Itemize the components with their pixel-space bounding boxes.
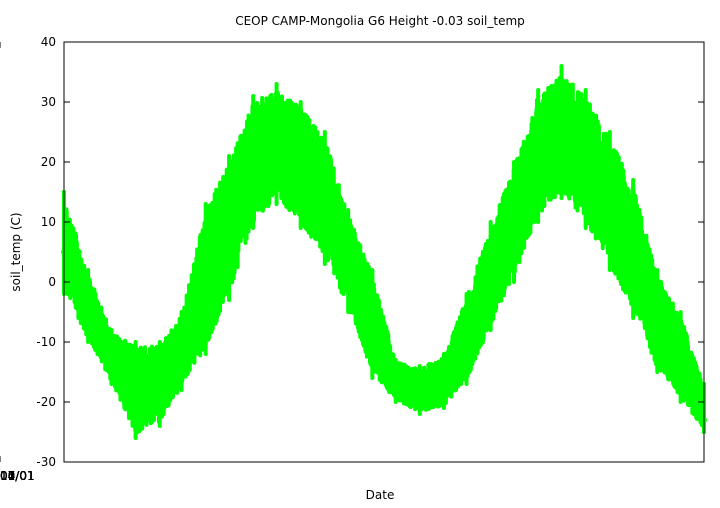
data-point [308,165,315,171]
data-point [356,309,363,315]
data-point [474,291,481,297]
data-point [321,201,328,207]
data-point [535,147,542,153]
data-point [85,297,92,303]
x-axis-label: Date [366,488,395,502]
data-point [665,345,672,351]
data-point [582,147,589,153]
data-point [392,375,399,381]
data-point [273,135,280,141]
y-tick-label: -20 [36,395,56,409]
data-point [68,231,75,237]
data-point [630,261,637,267]
axis-ticks: -30 -20 -10 0 10 20 30 40 2002/10/012003/01/0120… [0,35,704,483]
data-point [546,129,553,135]
y-tick-label: 20 [41,155,56,169]
data-point [226,219,233,225]
data-point [261,147,268,153]
data-point [75,249,82,255]
data-point [511,201,518,207]
data-point [440,375,447,381]
data-point [369,345,376,351]
data-point [345,267,352,273]
data-point [202,297,209,303]
data-point [617,237,624,243]
data-point [297,147,304,153]
x-tick-label: 2002/10/01 [0,469,35,483]
x-tick-label: 2004/04/01 [0,469,35,483]
y-axis-label: soil_temp (C) [9,212,23,291]
data-point [143,405,150,411]
data-point [498,231,505,237]
x-tick-label: 2004/01/01 [0,469,35,483]
data-point [380,363,387,369]
data-point [427,387,434,393]
data-point [119,363,126,369]
data-points [61,64,707,440]
data-point [463,315,470,321]
y-tick-label: 10 [41,215,56,229]
data-point [654,327,661,333]
y-tick-label: 40 [41,35,56,49]
x-tick-label: 2003/01/01 [0,469,35,483]
data-point [451,345,458,351]
chart-title: CEOP CAMP-Mongolia G6 Height -0.03 soil_… [235,14,525,28]
data-point [593,171,600,177]
data-point [416,387,423,393]
data-point [108,345,115,351]
data-point [132,381,139,387]
data-point [677,357,684,363]
data-point [487,255,494,261]
data-point [213,255,220,261]
x-tick-label: 2004/10/01 [0,469,35,483]
data-point [403,381,410,387]
x-tick-label: 2003/07/01 [0,469,35,483]
data-point [688,381,695,387]
data-point [178,351,185,357]
data-point [521,171,528,177]
data-point [558,123,565,129]
data-point [569,129,576,135]
x-tick-label: 2003/04/01 [0,469,35,483]
data-point [284,129,291,135]
y-tick-label: -10 [36,335,56,349]
x-tick-label: 2004/07/01 [0,469,35,483]
data-point [606,207,613,213]
data-point [156,393,163,399]
y-tick-label: 0 [48,275,56,289]
y-tick-label: 30 [41,95,56,109]
data-point [189,327,196,333]
plot-frame [63,41,705,463]
data-point [641,297,648,303]
data-point [332,237,339,243]
data-point [96,315,103,321]
x-tick-label: 2003/10/01 [0,469,35,483]
data-point [167,375,174,381]
data-point [250,165,257,171]
data-point [236,189,243,195]
y-tick-label: -30 [36,455,56,469]
